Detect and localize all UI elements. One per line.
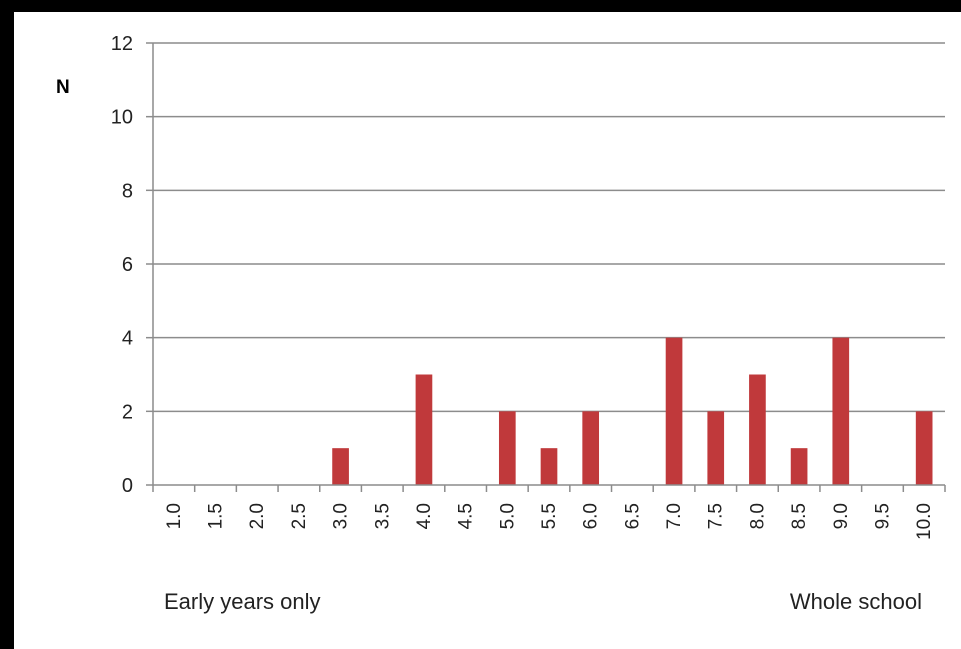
bar-4.0	[415, 374, 433, 485]
annotation-early-years: Early years only	[164, 589, 321, 614]
x-tick-label-6.0: 6.0	[581, 503, 602, 529]
x-tick-label-2.5: 2.5	[289, 503, 310, 529]
x-tick-label-8.5: 8.5	[789, 503, 810, 529]
x-tick-label-1.0: 1.0	[164, 503, 185, 529]
x-tick-label-4.5: 4.5	[456, 503, 477, 529]
x-tick-label-6.5: 6.5	[622, 503, 643, 529]
y-tick-label-0: 0	[122, 475, 133, 497]
y-tick-label-2: 2	[122, 401, 133, 423]
y-tick-label-6: 6	[122, 254, 133, 276]
bar-8.0	[749, 374, 766, 485]
x-tick-labels: 1.0 1.5 2.0 2.5 3.0 3.5 4.0 4.5 5.0 5.5 6.0 6.5 7.0 7…	[152, 485, 946, 540]
bar-5.0	[498, 411, 516, 485]
x-tick-label-10.0: 10.0	[914, 503, 935, 540]
gridlines	[153, 42, 945, 413]
bar-3.0	[332, 448, 349, 485]
bar-6.0	[582, 411, 600, 485]
x-tick-label-5.5: 5.5	[539, 503, 560, 529]
x-tick-label-4.0: 4.0	[414, 503, 435, 529]
x-tick-label-3.5: 3.5	[372, 503, 393, 529]
y-tick-label-4: 4	[122, 328, 133, 350]
bar-9.0	[832, 337, 850, 485]
y-tick-label-10: 10	[111, 107, 133, 129]
x-tick-label-7.0: 7.0	[664, 503, 685, 529]
x-tick-label-1.5: 1.5	[206, 503, 227, 529]
bars	[332, 337, 933, 485]
bar-5.5	[540, 448, 558, 485]
x-tick-label-9.0: 9.0	[831, 503, 852, 529]
x-tick-label-5.0: 5.0	[497, 503, 518, 529]
bar-10.0	[915, 411, 933, 485]
bar-7.5	[707, 411, 725, 485]
x-tick-label-8.0: 8.0	[747, 503, 768, 529]
bar-8.5	[790, 448, 808, 485]
y-tick-label-12: 12	[111, 33, 133, 55]
x-tick-label-2.0: 2.0	[247, 503, 268, 529]
x-tick-label-3.0: 3.0	[331, 503, 352, 529]
x-tick-label-7.5: 7.5	[706, 503, 727, 529]
annotation-whole-school: Whole school	[790, 589, 922, 614]
x-tick-label-9.5: 9.5	[872, 503, 893, 529]
y-tick-labels: 0 2 4 6 8 10 12	[111, 33, 153, 497]
bar-7.0	[665, 337, 683, 485]
y-axis-label: N	[56, 77, 70, 98]
y-tick-label-8: 8	[122, 180, 133, 202]
